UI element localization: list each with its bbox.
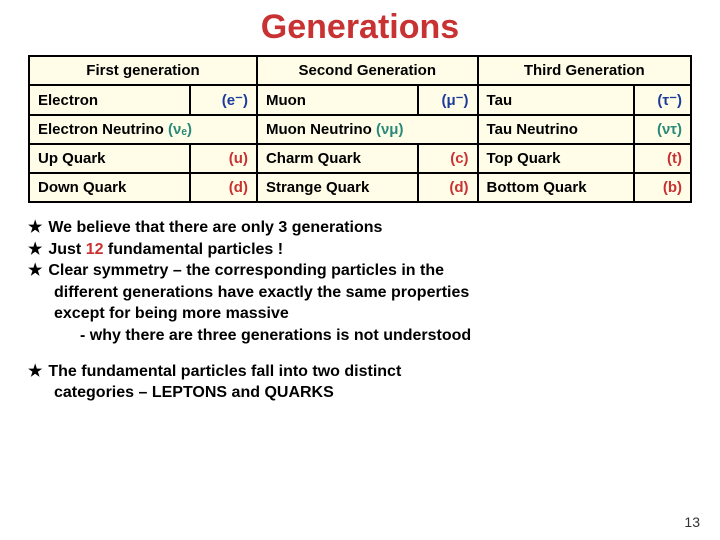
cell-symbol: (u) [190, 144, 257, 173]
header-gen1: First generation [29, 56, 257, 85]
bullet-continuation: different generations have exactly the s… [28, 282, 692, 304]
cell-name: Muon Neutrino (νμ) [257, 115, 478, 144]
cell-name: Charm Quark [257, 144, 418, 173]
generations-table: First generation Second Generation Third… [28, 55, 692, 203]
cell-name: Tau Neutrino [478, 115, 634, 144]
cell-symbol: (ντ) [634, 115, 691, 144]
cell-symbol: (b) [634, 173, 691, 202]
cell-symbol: (c) [418, 144, 478, 173]
table-row: Electron Neutrino (νₑ) Muon Neutrino (νμ… [29, 115, 691, 144]
cell-name: Bottom Quark [478, 173, 634, 202]
bullet-continuation: categories – LEPTONS and QUARKS [28, 382, 692, 404]
cell-symbol: (d) [190, 173, 257, 202]
star-icon: ★ [28, 363, 42, 380]
cell-symbol: (μ⁻) [418, 85, 478, 115]
cell-name: Electron [29, 85, 190, 115]
bullet-item: ★Clear symmetry – the corresponding part… [28, 260, 692, 282]
bullet-list: ★We believe that there are only 3 genera… [28, 217, 692, 404]
cell-name: Strange Quark [257, 173, 418, 202]
header-gen2: Second Generation [257, 56, 478, 85]
cell-name: Electron Neutrino (νₑ) [29, 115, 257, 144]
cell-symbol: (τ⁻) [634, 85, 691, 115]
cell-symbol: (t) [634, 144, 691, 173]
cell-name: Muon [257, 85, 418, 115]
bullet-item: ★Just 12 fundamental particles ! [28, 239, 692, 261]
table-header-row: First generation Second Generation Third… [29, 56, 691, 85]
cell-symbol: (d) [418, 173, 478, 202]
cell-name: Tau [478, 85, 634, 115]
cell-name: Top Quark [478, 144, 634, 173]
header-gen3: Third Generation [478, 56, 691, 85]
bullet-item: ★The fundamental particles fall into two… [28, 361, 692, 383]
cell-name: Up Quark [29, 144, 190, 173]
table-row: Down Quark (d) Strange Quark (d) Bottom … [29, 173, 691, 202]
cell-name: Down Quark [29, 173, 190, 202]
star-icon: ★ [28, 241, 42, 258]
table-row: Up Quark (u) Charm Quark (c) Top Quark (… [29, 144, 691, 173]
table-row: Electron (e⁻) Muon (μ⁻) Tau (τ⁻) [29, 85, 691, 115]
bullet-continuation: - why there are three generations is not… [28, 325, 692, 347]
star-icon: ★ [28, 219, 42, 236]
page-number: 13 [684, 514, 700, 530]
page-title: Generations [28, 8, 692, 47]
star-icon: ★ [28, 262, 42, 279]
bullet-item: ★We believe that there are only 3 genera… [28, 217, 692, 239]
bullet-continuation: except for being more massive [28, 303, 692, 325]
cell-symbol: (e⁻) [190, 85, 257, 115]
